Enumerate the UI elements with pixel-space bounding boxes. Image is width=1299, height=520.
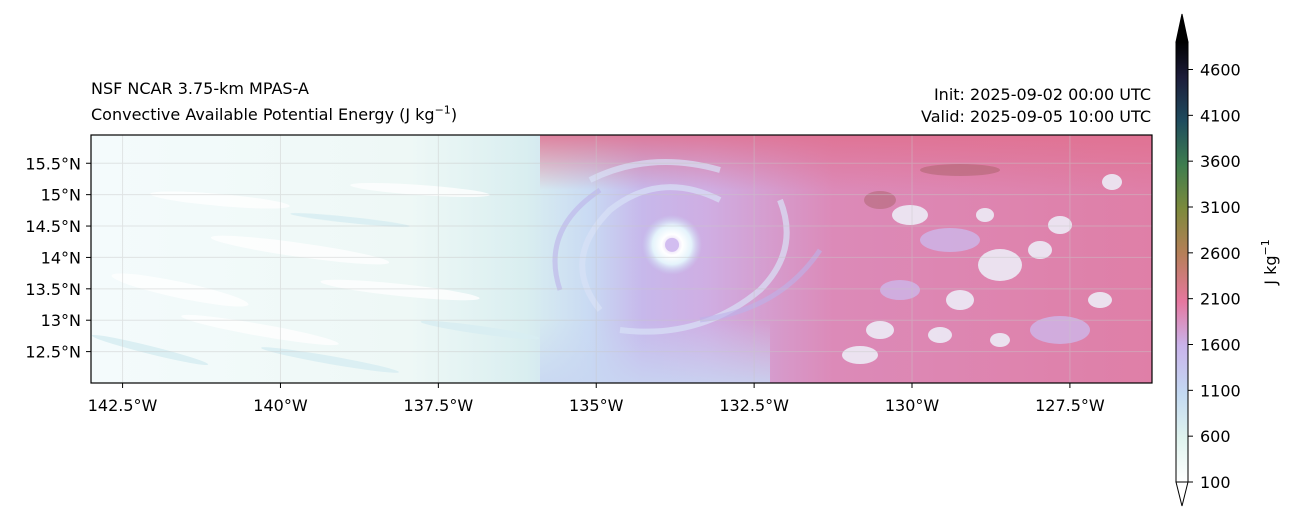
lat-tick-label: 13°N (41, 311, 81, 330)
lat-tick-label: 14.5°N (25, 217, 81, 236)
lon-tick-label: 127.5°W (1035, 396, 1105, 415)
cape-field (91, 135, 1152, 383)
variable-title-exponent: −1 (434, 103, 451, 117)
variable-title: Convective Available Potential Energy (J… (91, 105, 457, 124)
cyclone-eye-core (665, 237, 680, 252)
lat-tick-label: 15.5°N (25, 154, 81, 173)
colorbar-tick-label: 2600 (1200, 244, 1241, 263)
colorbar-tick-label: 4600 (1200, 61, 1241, 80)
lon-tick-label: 130°W (885, 396, 940, 415)
colorbar-tick-label: 4100 (1200, 106, 1241, 125)
colorbar-extend-max (1175, 13, 1189, 43)
model-title: NSF NCAR 3.75-km MPAS-A (91, 79, 309, 98)
lon-tick-label: 137.5°W (404, 396, 474, 415)
variable-title-close: ) (450, 105, 458, 124)
lon-tick-label: 142.5°W (88, 396, 158, 415)
colorbar-gradient (1175, 41, 1189, 483)
valid-time: Valid: 2025-09-05 10:00 UTC (920, 107, 1151, 126)
colorbar-tick-label: 3100 (1200, 198, 1241, 217)
colorbar-tick-label: 100 (1200, 473, 1231, 492)
lat-tick-label: 15°N (41, 186, 81, 205)
colorbar-tick-label: 3600 (1200, 152, 1241, 171)
colorbar-extend-min (1175, 481, 1189, 507)
lat-tick-label: 12.5°N (25, 343, 81, 362)
colorbar-tick-label: 2100 (1200, 290, 1241, 309)
lon-tick-label: 140°W (253, 396, 308, 415)
lat-tick-label: 14°N (41, 248, 81, 267)
lon-tick-label: 135°W (569, 396, 624, 415)
colorbar: 100 600 1100 1600 2100 2600 3100 3600 4100 4600 J… (1175, 13, 1280, 507)
init-time: Init: 2025-09-02 00:00 UTC (933, 85, 1151, 104)
lon-tick-label: 132.5°W (719, 396, 789, 415)
map-frame (90, 134, 1153, 384)
colorbar-label: J kg−1 (1259, 239, 1280, 285)
variable-title-text: Convective Available Potential Energy (J… (91, 105, 435, 124)
lat-tick-label: 13.5°N (25, 280, 81, 299)
colorbar-tick-label: 1100 (1200, 381, 1241, 400)
colorbar-tick-label: 1600 (1200, 336, 1241, 355)
colorbar-tick-label: 600 (1200, 427, 1231, 446)
